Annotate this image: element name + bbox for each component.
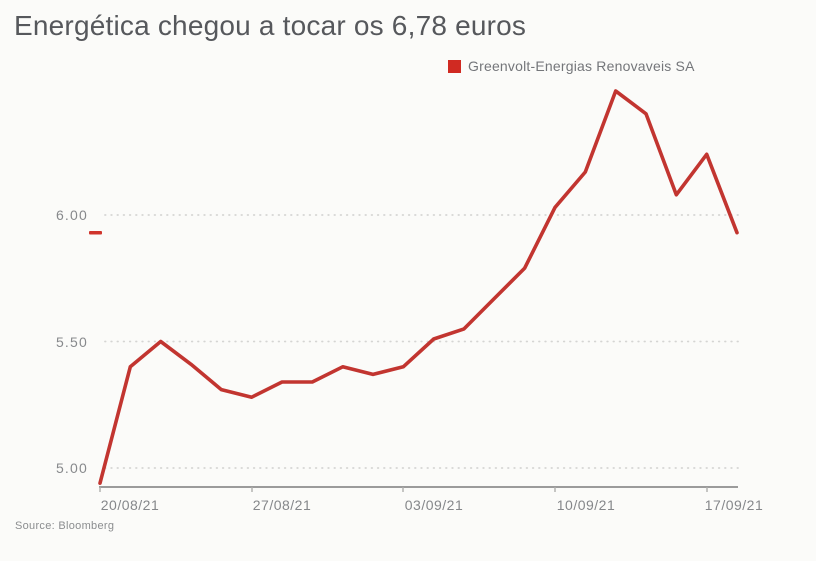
chart-title: Energética chegou a tocar os 6,78 euros <box>14 10 527 41</box>
source-note: Source: Bloomberg <box>15 520 115 532</box>
y-axis-label: 5.00 <box>55 460 88 476</box>
y-axis-label: 5.50 <box>55 334 88 350</box>
legend-label: Greenvolt-Energias Renovaveis SA <box>468 58 695 74</box>
x-axis-label: 03/09/21 <box>404 497 464 513</box>
legend-swatch-icon <box>448 59 461 73</box>
y-axis-label: 6.00 <box>55 207 88 223</box>
x-axis-label: 20/08/21 <box>100 497 160 513</box>
x-axis-label: 27/08/21 <box>252 497 312 513</box>
price-line <box>98 89 739 486</box>
legend: Greenvolt-Energias Renovaveis SA <box>448 58 695 74</box>
x-axis-label: 17/09/21 <box>704 497 764 513</box>
last-price-marker <box>89 231 102 235</box>
x-axis-label: 10/09/21 <box>556 497 616 513</box>
